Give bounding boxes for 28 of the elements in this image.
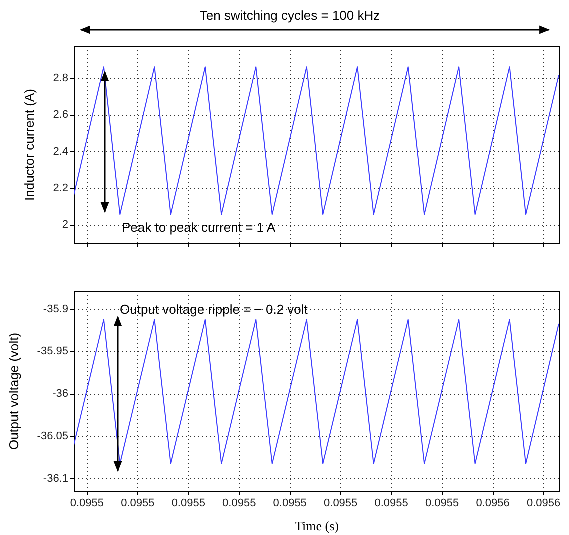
y-axis-title: Output voltage (volt) <box>6 332 22 450</box>
x-axis-title: Time (s) <box>295 518 339 534</box>
y-tick-label: -36.1 <box>43 472 68 485</box>
text: Ten switching cycles = 100 kHz <box>200 8 380 23</box>
annotation: Peak to peak current = 1 A <box>122 220 276 235</box>
y-tick-label: -36.05 <box>37 430 68 442</box>
y-tick-label: -35.95 <box>37 346 68 358</box>
x-tick-label: 0.0955 <box>70 498 104 510</box>
x-tick-label: 0.0955 <box>374 498 408 510</box>
x-tick-label: 0.0955 <box>222 498 256 510</box>
y-tick-label: -36 <box>52 388 68 400</box>
x-tick-label: 0.0955 <box>324 498 358 510</box>
x-tick-label: 0.0956 <box>526 498 561 510</box>
line-series <box>74 66 559 216</box>
x-tick-label: 0.0955 <box>273 498 307 510</box>
y-tick-label: 2.6 <box>53 109 68 122</box>
x-tick-label: 0.0955 <box>425 498 460 510</box>
x-tick-label: 0.0955 <box>172 498 206 510</box>
annotation: Output voltage ripple = − 0.2 volt <box>120 302 308 317</box>
line-series <box>74 319 559 464</box>
x-tick-label: 0.0956 <box>476 498 510 510</box>
y-tick-label: 2 <box>62 219 68 232</box>
y-tick-label: 2.4 <box>53 146 68 158</box>
y-tick-label: 2.8 <box>53 72 68 85</box>
y-axis-title: Inductor current (A) <box>22 89 38 201</box>
x-tick-label: 0.0955 <box>121 498 155 510</box>
y-tick-label: -35.9 <box>43 303 68 316</box>
y-tick-label: 2.2 <box>53 182 68 195</box>
